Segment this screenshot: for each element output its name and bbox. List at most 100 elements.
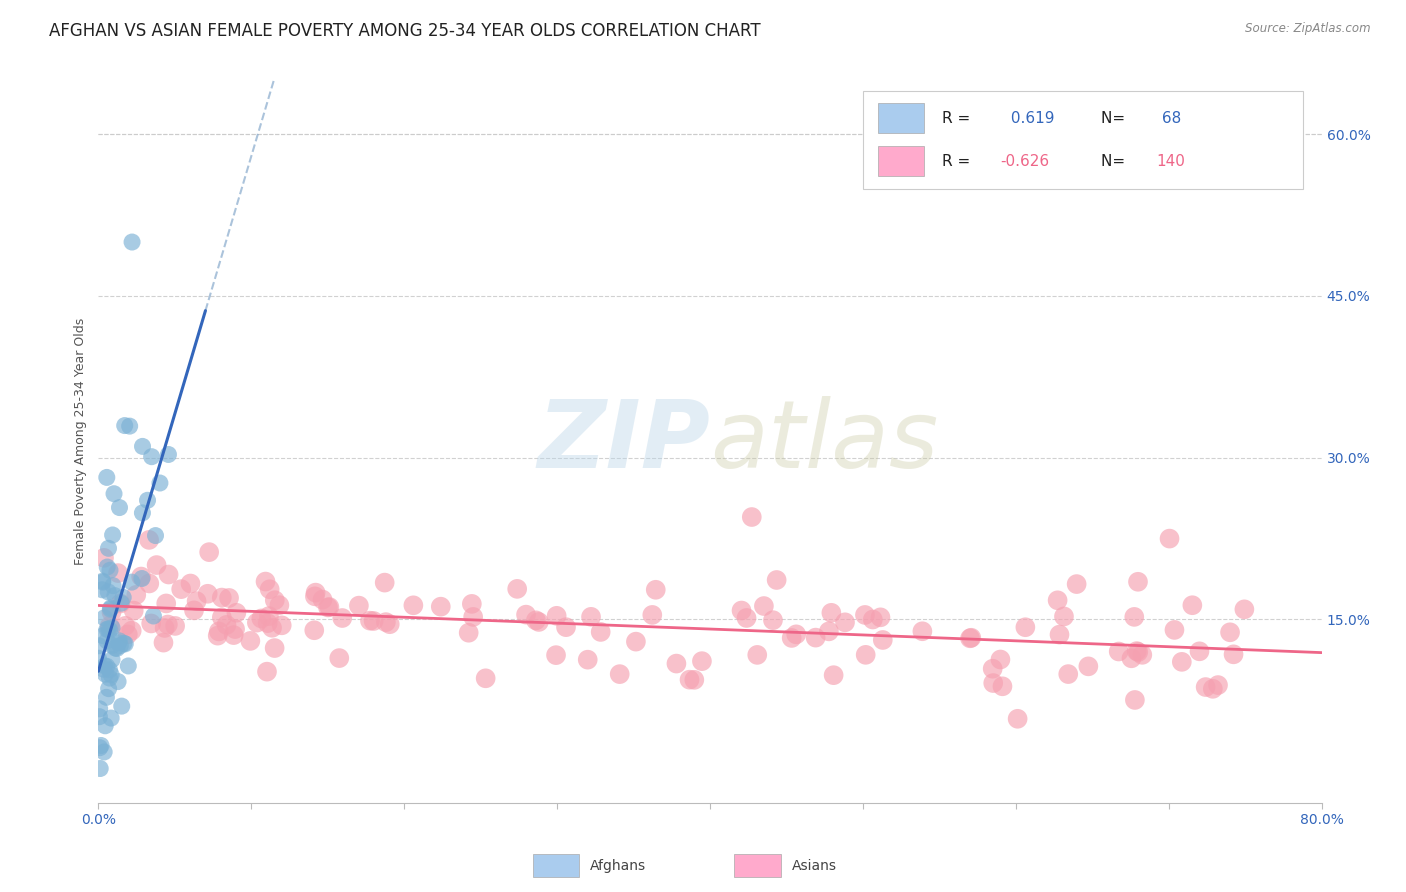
Point <box>96 560 118 574</box>
Point <box>269 598 291 612</box>
Point <box>960 631 983 645</box>
Point <box>683 673 706 687</box>
Point <box>155 596 177 610</box>
Point <box>981 676 1004 690</box>
Point <box>359 614 381 628</box>
Point <box>96 633 118 648</box>
Point <box>544 648 567 662</box>
Point <box>114 619 136 633</box>
Point <box>818 624 841 639</box>
Point <box>91 629 114 643</box>
Point <box>1202 681 1225 696</box>
Point <box>96 659 118 673</box>
Text: 0.619: 0.619 <box>1007 112 1054 126</box>
Point <box>515 607 537 622</box>
Point <box>101 579 124 593</box>
Point <box>1233 602 1256 616</box>
Point <box>576 653 599 667</box>
Text: Asians: Asians <box>792 859 837 872</box>
Point <box>179 576 201 591</box>
Point <box>741 510 763 524</box>
Point <box>149 475 172 490</box>
Point <box>1130 648 1153 662</box>
Point <box>114 637 136 651</box>
Point <box>990 652 1012 666</box>
Point <box>254 574 277 589</box>
Point <box>138 533 160 547</box>
Point <box>730 603 752 617</box>
Point <box>110 639 132 653</box>
Point <box>96 690 118 705</box>
Point <box>97 622 120 636</box>
Point <box>100 601 122 615</box>
Point <box>207 629 229 643</box>
Point <box>1194 680 1216 694</box>
Point <box>311 592 333 607</box>
Y-axis label: Female Poverty Among 25-34 Year Olds: Female Poverty Among 25-34 Year Olds <box>75 318 87 566</box>
Point <box>145 528 167 542</box>
Text: 68: 68 <box>1157 112 1181 126</box>
Point <box>546 608 568 623</box>
Point <box>96 623 118 637</box>
Point <box>153 621 176 635</box>
Point <box>1007 712 1029 726</box>
Point <box>165 619 187 633</box>
Point <box>457 625 479 640</box>
Point <box>1219 625 1241 640</box>
Text: R =: R = <box>942 154 976 169</box>
Point <box>374 615 396 629</box>
Point <box>735 611 758 625</box>
Point <box>186 594 208 608</box>
Point <box>589 624 612 639</box>
Text: -0.626: -0.626 <box>1000 154 1049 169</box>
Point <box>328 651 350 665</box>
Point <box>91 582 114 597</box>
Point <box>463 610 485 624</box>
Point <box>402 599 425 613</box>
Point <box>678 673 700 687</box>
FancyBboxPatch shape <box>877 146 924 177</box>
Point <box>1188 644 1211 658</box>
Point <box>114 418 136 433</box>
Text: atlas: atlas <box>710 396 938 487</box>
Point <box>93 659 115 673</box>
Text: Source: ZipAtlas.com: Source: ZipAtlas.com <box>1246 22 1371 36</box>
Point <box>1125 644 1147 658</box>
Point <box>98 671 121 685</box>
Point <box>747 648 769 662</box>
Point <box>804 631 827 645</box>
Point <box>378 617 401 632</box>
Point <box>211 591 233 605</box>
Point <box>834 615 856 630</box>
Point <box>93 611 115 625</box>
Point <box>222 628 245 642</box>
Point <box>103 487 125 501</box>
Point <box>665 657 688 671</box>
Point <box>141 616 163 631</box>
Point <box>145 558 167 572</box>
Point <box>257 609 280 624</box>
Point <box>304 585 326 599</box>
Point <box>98 619 121 633</box>
Point <box>108 633 131 648</box>
Point <box>93 745 115 759</box>
Point <box>1126 574 1149 589</box>
Point <box>156 617 179 632</box>
Point <box>117 627 139 641</box>
FancyBboxPatch shape <box>863 91 1303 189</box>
Point <box>263 593 285 607</box>
Point <box>89 762 111 776</box>
Point <box>991 679 1014 693</box>
Point <box>1053 609 1076 624</box>
Point <box>89 740 111 755</box>
Point <box>91 574 114 589</box>
Point <box>101 639 124 653</box>
Point <box>690 654 713 668</box>
Point <box>1057 667 1080 681</box>
Point <box>318 600 340 615</box>
Point <box>87 651 110 665</box>
Point <box>218 591 240 605</box>
Point <box>780 631 803 645</box>
Text: R =: R = <box>942 112 976 126</box>
Point <box>94 719 117 733</box>
